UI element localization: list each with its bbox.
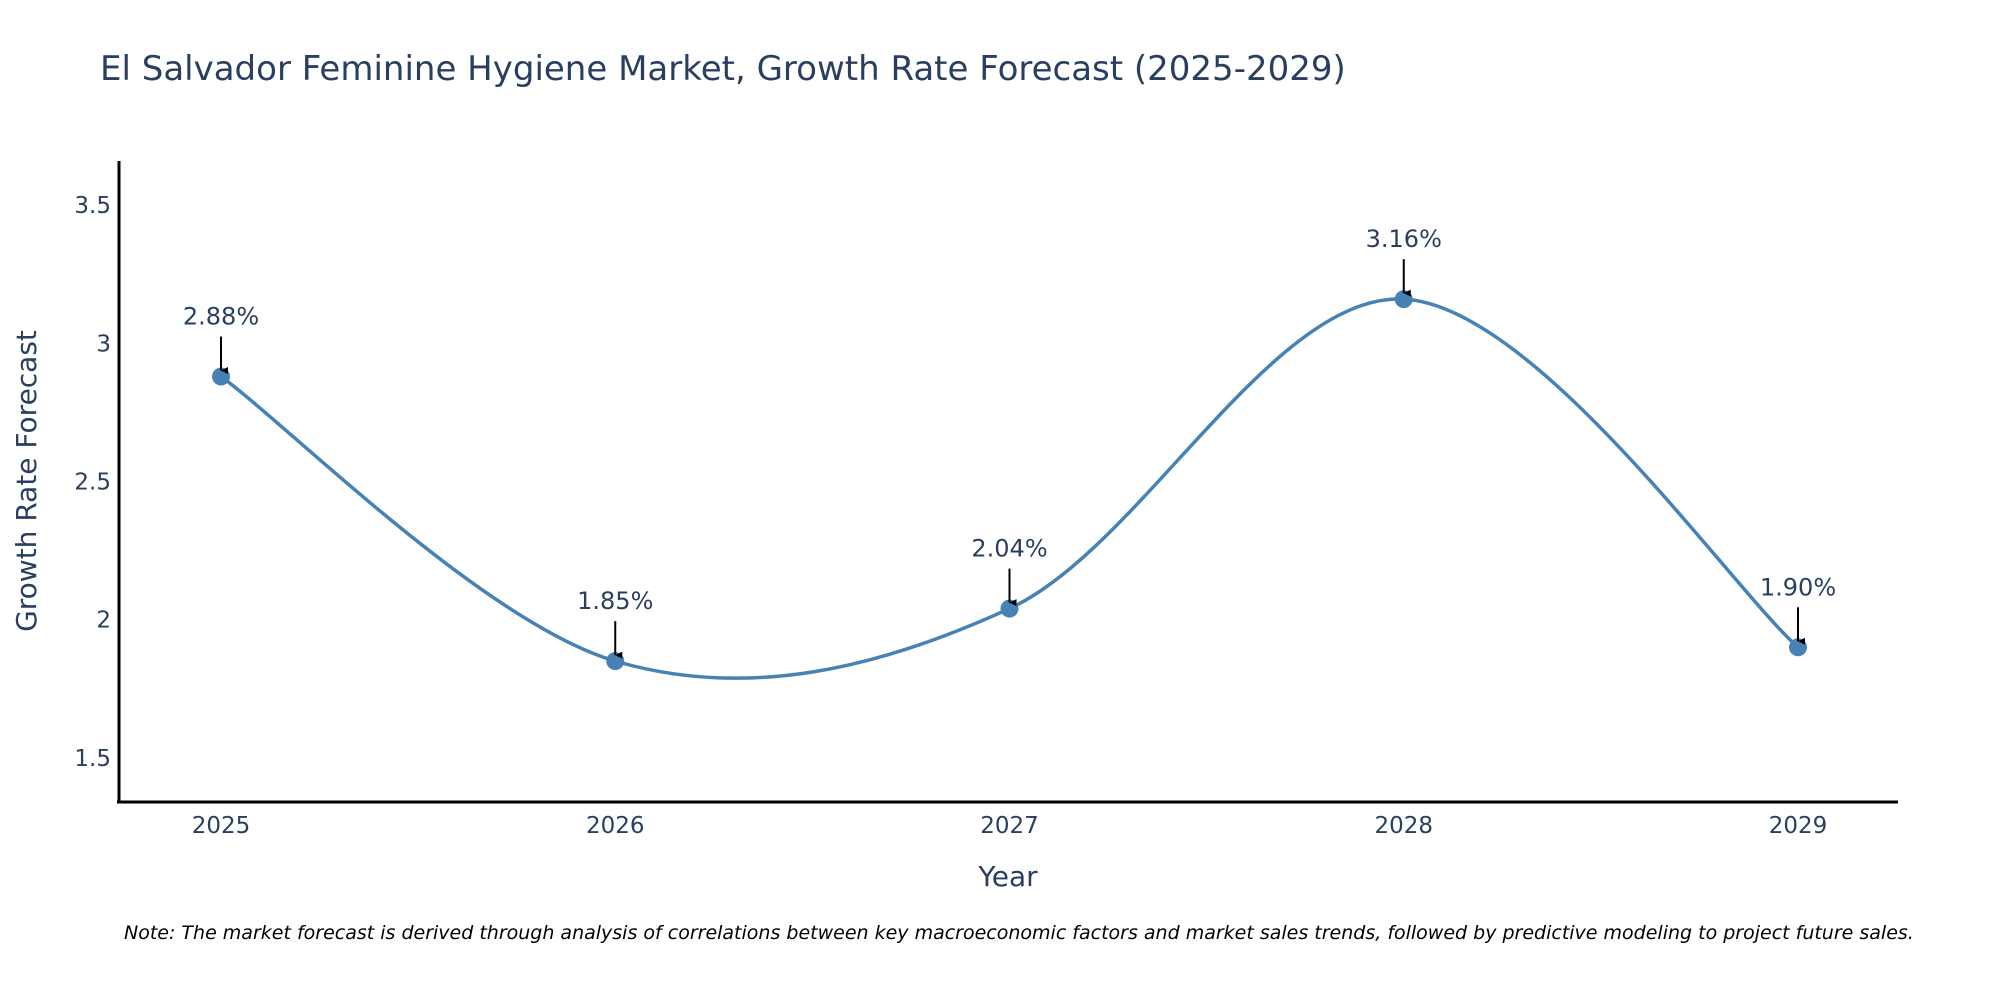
x-tick-label: 2026 (586, 813, 645, 839)
data-markers (212, 290, 1807, 671)
y-axis-title: Growth Rate Forecast (10, 330, 43, 632)
y-tick-label: 1.5 (74, 746, 111, 772)
plot-area: 2.88% 1.85% 2.04% 3.16% 1.90% 1.5 2 2.5 3 3.5 20… (74, 161, 1898, 839)
y-tick-label: 2 (96, 608, 111, 634)
y-tick-label: 2.5 (74, 470, 111, 496)
y-tick-label: 3 (96, 331, 111, 357)
data-label: 2.04% (971, 535, 1047, 563)
x-axis-ticks: 2025 2026 2027 2028 2029 (192, 813, 1828, 839)
x-tick-label: 2027 (980, 813, 1039, 839)
forecast-note: Note: The market forecast is derived thr… (124, 922, 1914, 944)
x-tick-label: 2028 (1374, 813, 1433, 839)
chart-title: El Salvador Feminine Hygiene Market, Gro… (100, 49, 1346, 89)
data-label: 2.88% (183, 303, 259, 331)
x-tick-label: 2029 (1769, 813, 1828, 839)
y-axis-ticks: 1.5 2 2.5 3 3.5 (74, 193, 111, 772)
x-axis-title: Year (977, 860, 1038, 893)
data-label: 1.85% (577, 587, 653, 615)
data-label: 1.90% (1760, 573, 1836, 601)
series-line (219, 297, 1800, 680)
y-tick-label: 3.5 (74, 193, 111, 219)
data-annotations: 2.88% 1.85% 2.04% 3.16% 1.90% (183, 225, 1836, 659)
x-tick-label: 2025 (192, 813, 251, 839)
data-label: 3.16% (1366, 225, 1442, 253)
